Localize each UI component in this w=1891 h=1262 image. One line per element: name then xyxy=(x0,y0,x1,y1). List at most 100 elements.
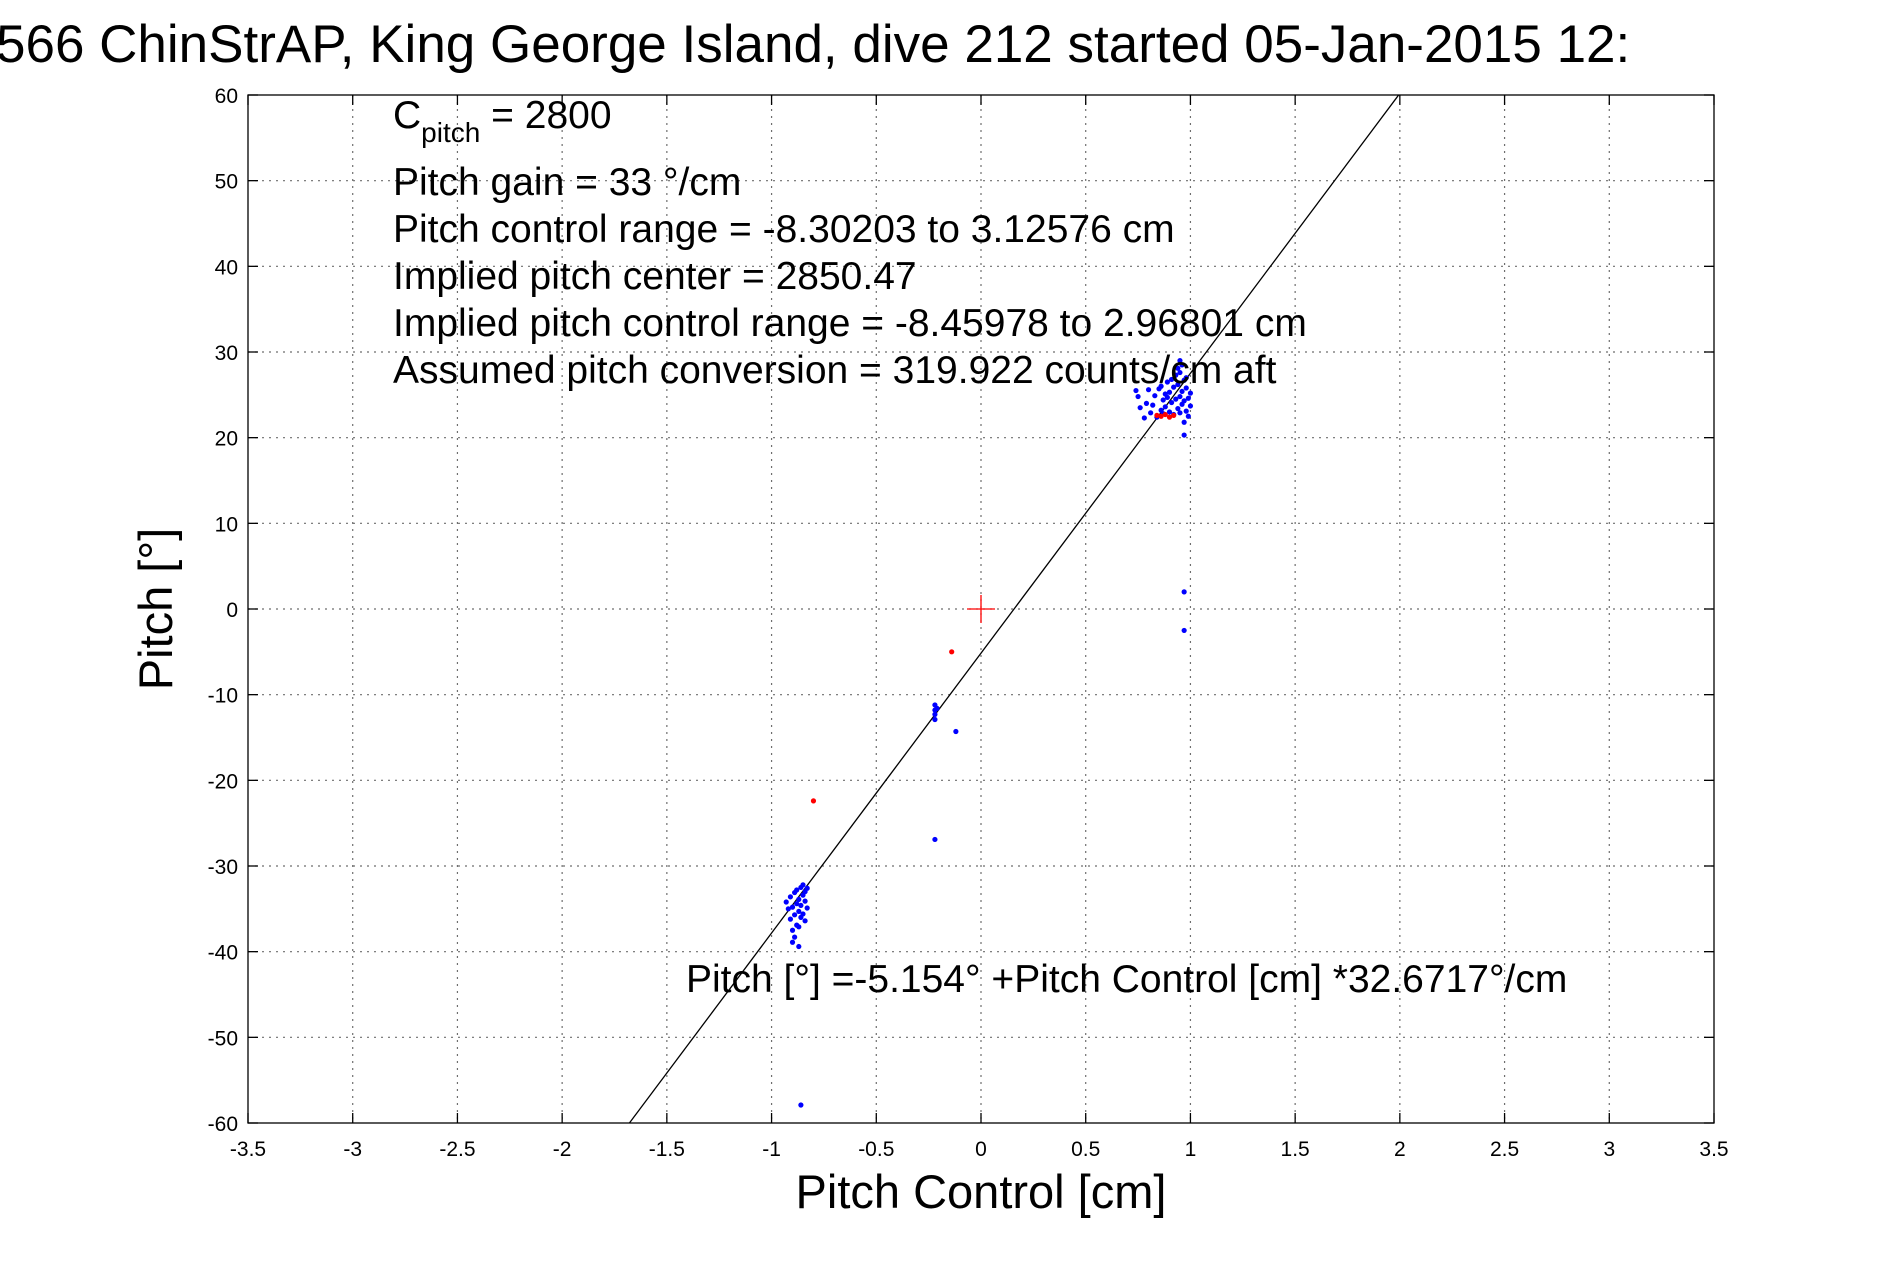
data-point xyxy=(1187,390,1194,396)
excluded-point xyxy=(1166,414,1173,420)
y-tick-label: -60 xyxy=(208,1113,238,1136)
x-tick-label: 2.5 xyxy=(1490,1138,1519,1161)
x-tick-label: -1 xyxy=(762,1138,781,1161)
data-point xyxy=(1143,400,1150,406)
y-tick-label: 0 xyxy=(226,599,238,622)
data-point xyxy=(1177,393,1183,400)
x-tick-label: -0.5 xyxy=(858,1138,894,1161)
data-point xyxy=(1187,403,1194,409)
data-point xyxy=(796,908,802,915)
pitch-gain-annotation: Pitch gain = 33 °/cm xyxy=(393,161,741,204)
data-point xyxy=(794,901,800,907)
y-tick-label: 10 xyxy=(215,513,238,536)
data-point xyxy=(1162,404,1168,410)
data-point xyxy=(932,711,938,717)
data-point xyxy=(787,916,794,922)
data-point xyxy=(1183,385,1189,391)
y-tick-label: -50 xyxy=(208,1027,238,1050)
data-point xyxy=(1148,410,1154,416)
center-marker xyxy=(967,595,995,623)
excluded-point xyxy=(1158,413,1164,419)
y-tick-label: -30 xyxy=(208,856,238,879)
y-tick-label: -20 xyxy=(208,770,238,793)
data-point xyxy=(1168,376,1175,383)
data-point xyxy=(1175,381,1181,388)
data-point xyxy=(802,918,808,924)
data-point xyxy=(1185,413,1191,419)
x-tick-label: 2 xyxy=(1394,1138,1406,1161)
data-point xyxy=(1177,357,1183,364)
implied-pitch-center-annotation: Implied pitch center = 2850.47 xyxy=(393,255,917,298)
data-point xyxy=(1175,365,1181,371)
data-point xyxy=(1137,405,1143,411)
x-tick-label: -2 xyxy=(553,1138,572,1161)
data-point xyxy=(800,911,806,917)
x-tick-label: -1.5 xyxy=(649,1138,685,1161)
data-point xyxy=(1164,379,1170,385)
pitch-control-range-annotation: Pitch control range = -8.30203 to 3.1257… xyxy=(393,208,1175,251)
cpitch-subscript: pitch xyxy=(421,117,480,148)
y-tick-label: 20 xyxy=(215,428,238,451)
data-point xyxy=(800,882,806,888)
data-point xyxy=(804,885,810,891)
data-point xyxy=(789,904,796,910)
data-point xyxy=(1164,394,1170,401)
data-point xyxy=(1152,393,1158,399)
data-point xyxy=(1183,408,1189,414)
y-tick-label: 40 xyxy=(215,256,238,279)
chart-title: 566 ChinStrAP, King George Island, dive … xyxy=(0,15,1630,74)
data-point xyxy=(783,899,789,905)
y-tick-label: 60 xyxy=(215,85,238,108)
data-point xyxy=(1173,372,1179,378)
data-point xyxy=(796,896,802,903)
data-point xyxy=(1175,405,1181,412)
data-points xyxy=(783,357,1194,1108)
cpitch-main: C xyxy=(393,94,421,137)
data-point xyxy=(789,927,796,933)
data-point xyxy=(1181,432,1187,438)
data-point xyxy=(1160,397,1166,403)
data-point xyxy=(1158,383,1164,389)
data-point xyxy=(953,728,959,735)
axis-ticks xyxy=(247,94,1715,1124)
regression-equation: Pitch [°] =-5.154° +Pitch Control [cm] *… xyxy=(686,958,1567,1001)
data-point xyxy=(934,705,940,711)
y-tick-label: -10 xyxy=(208,685,238,708)
data-point xyxy=(1150,402,1156,408)
data-point xyxy=(792,934,798,940)
data-point xyxy=(1177,410,1183,416)
cpitch-annotation: Cpitch = 2800 xyxy=(393,94,612,148)
data-point xyxy=(1183,375,1189,381)
excluded-point xyxy=(1171,412,1177,418)
y-axis-label: Pitch [°] xyxy=(129,528,182,690)
data-point xyxy=(1179,362,1185,368)
data-point xyxy=(1166,389,1173,395)
data-point xyxy=(787,894,794,900)
data-point xyxy=(1181,589,1187,595)
data-point xyxy=(789,939,796,945)
data-point xyxy=(1141,415,1147,421)
x-tick-label: 3 xyxy=(1603,1138,1615,1161)
x-tick-label: 3.5 xyxy=(1699,1138,1728,1161)
data-point xyxy=(785,906,791,912)
y-tick-labels: 60 50 40 30 20 10 0 -10 -20 -30 -40 -50 -60 xyxy=(208,85,238,1136)
x-tick-labels: -3.5 -3 -2.5 -2 -1.5 -1 -0.5 0 0.5 1 1.5 2 2.5 3 3.5 xyxy=(230,1138,1729,1161)
x-tick-label: 1 xyxy=(1185,1138,1197,1161)
x-tick-label: 0 xyxy=(975,1138,987,1161)
x-axis-label: Pitch Control [cm] xyxy=(796,1165,1167,1218)
data-point xyxy=(798,902,804,909)
data-point xyxy=(802,898,808,904)
data-point xyxy=(1177,369,1183,376)
data-point xyxy=(1181,398,1187,404)
data-point xyxy=(1171,384,1177,390)
data-point xyxy=(804,905,810,911)
x-tick-label: -2.5 xyxy=(439,1138,475,1161)
assumed-pitch-conversion-annotation: Assumed pitch conversion = 319.922 count… xyxy=(393,349,1277,392)
y-tick-label: 50 xyxy=(215,171,238,194)
excluded-point xyxy=(810,798,817,804)
y-tick-label: -40 xyxy=(208,942,238,965)
data-point xyxy=(1181,419,1187,425)
data-point xyxy=(1179,388,1185,395)
data-point xyxy=(796,924,802,930)
